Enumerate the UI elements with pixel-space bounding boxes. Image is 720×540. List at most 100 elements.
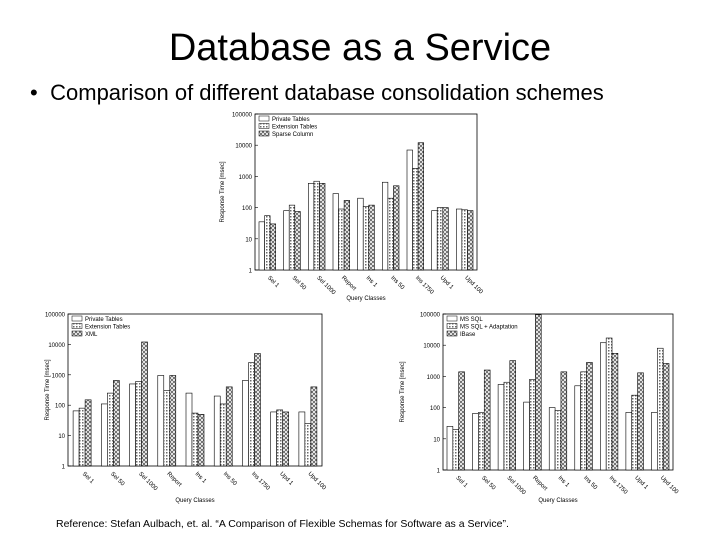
bar [523, 401, 530, 471]
legend-swatch [71, 315, 83, 322]
bar [129, 383, 136, 467]
y-tick-label: 100 [242, 206, 253, 212]
bar [625, 412, 633, 471]
bar [535, 314, 542, 471]
legend-swatch [71, 323, 83, 329]
y-tick-label: 1000 [52, 373, 66, 379]
y-tick-label: 10 [433, 437, 440, 443]
bar [586, 362, 593, 471]
bullet-row: • Comparison of different database conso… [30, 80, 604, 106]
bar [662, 363, 670, 471]
bar [270, 411, 277, 467]
bar [283, 210, 290, 271]
y-tick-label: 10000 [235, 144, 252, 150]
legend-label: IBase [460, 332, 476, 338]
bar [141, 341, 148, 467]
legend-swatch [258, 130, 270, 137]
x-tick-label: Ins 50 [389, 275, 405, 291]
bar [242, 380, 249, 467]
bar [467, 210, 474, 271]
legend-label: Private Tables [85, 317, 123, 323]
bar [483, 369, 491, 471]
y-tick-label: 100 [55, 404, 66, 410]
x-tick-label: Sel 1000 [505, 475, 526, 496]
bar [605, 337, 613, 471]
bar [651, 412, 658, 471]
bar [107, 392, 114, 467]
y-axis-label: Response Time [msec] [45, 359, 51, 420]
bar [308, 183, 315, 271]
bar [461, 209, 468, 271]
bar [357, 197, 364, 271]
bar [72, 410, 80, 467]
legend-label: MS SQL [460, 317, 483, 323]
bar [113, 380, 120, 467]
bar [458, 371, 465, 471]
x-tick-label: Sel 50 [109, 471, 126, 488]
bar [574, 385, 581, 471]
bar [497, 384, 505, 471]
y-tick-label: 1 [437, 469, 441, 475]
legend-label: Private Tables [272, 117, 310, 123]
chart-top: 1 10 100 1000 10000 100000 Response Time [msec… [220, 113, 484, 303]
x-tick-label: Upd 1 [278, 471, 294, 487]
legend-label: XML [85, 332, 98, 338]
bar [343, 200, 350, 271]
bar [276, 409, 283, 467]
legend-label: Extension Tables [272, 125, 317, 131]
bar [529, 379, 536, 471]
bar [282, 411, 289, 467]
bar [310, 386, 318, 467]
bar [313, 180, 320, 271]
bar [304, 423, 312, 467]
bar [456, 208, 463, 271]
bar [503, 381, 511, 471]
bar [631, 394, 638, 471]
x-tick-label: Ins 1750 [608, 475, 629, 496]
x-tick-label: Upd 100 [306, 471, 327, 492]
y-axis-label: Response Time [msec] [400, 361, 406, 422]
x-tick-label: Upd 1 [633, 475, 649, 491]
bar [101, 403, 108, 467]
bar [406, 149, 413, 271]
bar [269, 223, 276, 271]
y-tick-label: 10 [245, 237, 252, 243]
bar [288, 204, 296, 271]
legend-swatch [258, 115, 270, 122]
x-tick-label: Ins 1 [365, 275, 379, 289]
bar [248, 362, 255, 467]
reference-text: Reference: Stefan Aulbach, et. al. “A Co… [56, 518, 509, 530]
x-tick-label: Report [531, 475, 548, 492]
bar [509, 360, 516, 471]
bar [294, 211, 301, 271]
legend-swatch [71, 330, 83, 337]
bar [611, 353, 619, 471]
bar [387, 197, 394, 271]
bar [478, 412, 485, 471]
x-tick-label: Sel 1000 [315, 275, 336, 296]
slide-title: Database as a Service [168, 27, 552, 69]
x-tick-label: Sel 50 [480, 475, 497, 492]
bar [393, 185, 400, 271]
x-tick-label: Report [165, 471, 182, 488]
y-tick-label: 100000 [45, 313, 66, 319]
x-axis-label: Query Classes [175, 498, 214, 504]
bar [362, 206, 370, 271]
bar [254, 353, 261, 467]
bar [417, 142, 424, 271]
y-tick-label: 10000 [423, 344, 440, 350]
x-tick-label: Ins 1 [194, 471, 208, 485]
y-tick-label: 1000 [427, 375, 441, 381]
bar [412, 168, 419, 271]
bar [338, 208, 345, 271]
x-tick-label: Sel 1 [81, 471, 95, 485]
x-tick-label: Report [340, 275, 357, 292]
y-tick-label: 100000 [232, 113, 253, 119]
bullet-symbol: • [30, 80, 38, 105]
x-axis-label: Query Classes [538, 498, 577, 504]
bar [368, 204, 375, 271]
bar [185, 392, 193, 467]
chart-bottom-right: 1 10 100 1000 10000 100000 Response Time [msec… [400, 313, 680, 505]
y-tick-label: 10 [58, 434, 65, 440]
legend-label: Sparse Column [272, 132, 313, 138]
